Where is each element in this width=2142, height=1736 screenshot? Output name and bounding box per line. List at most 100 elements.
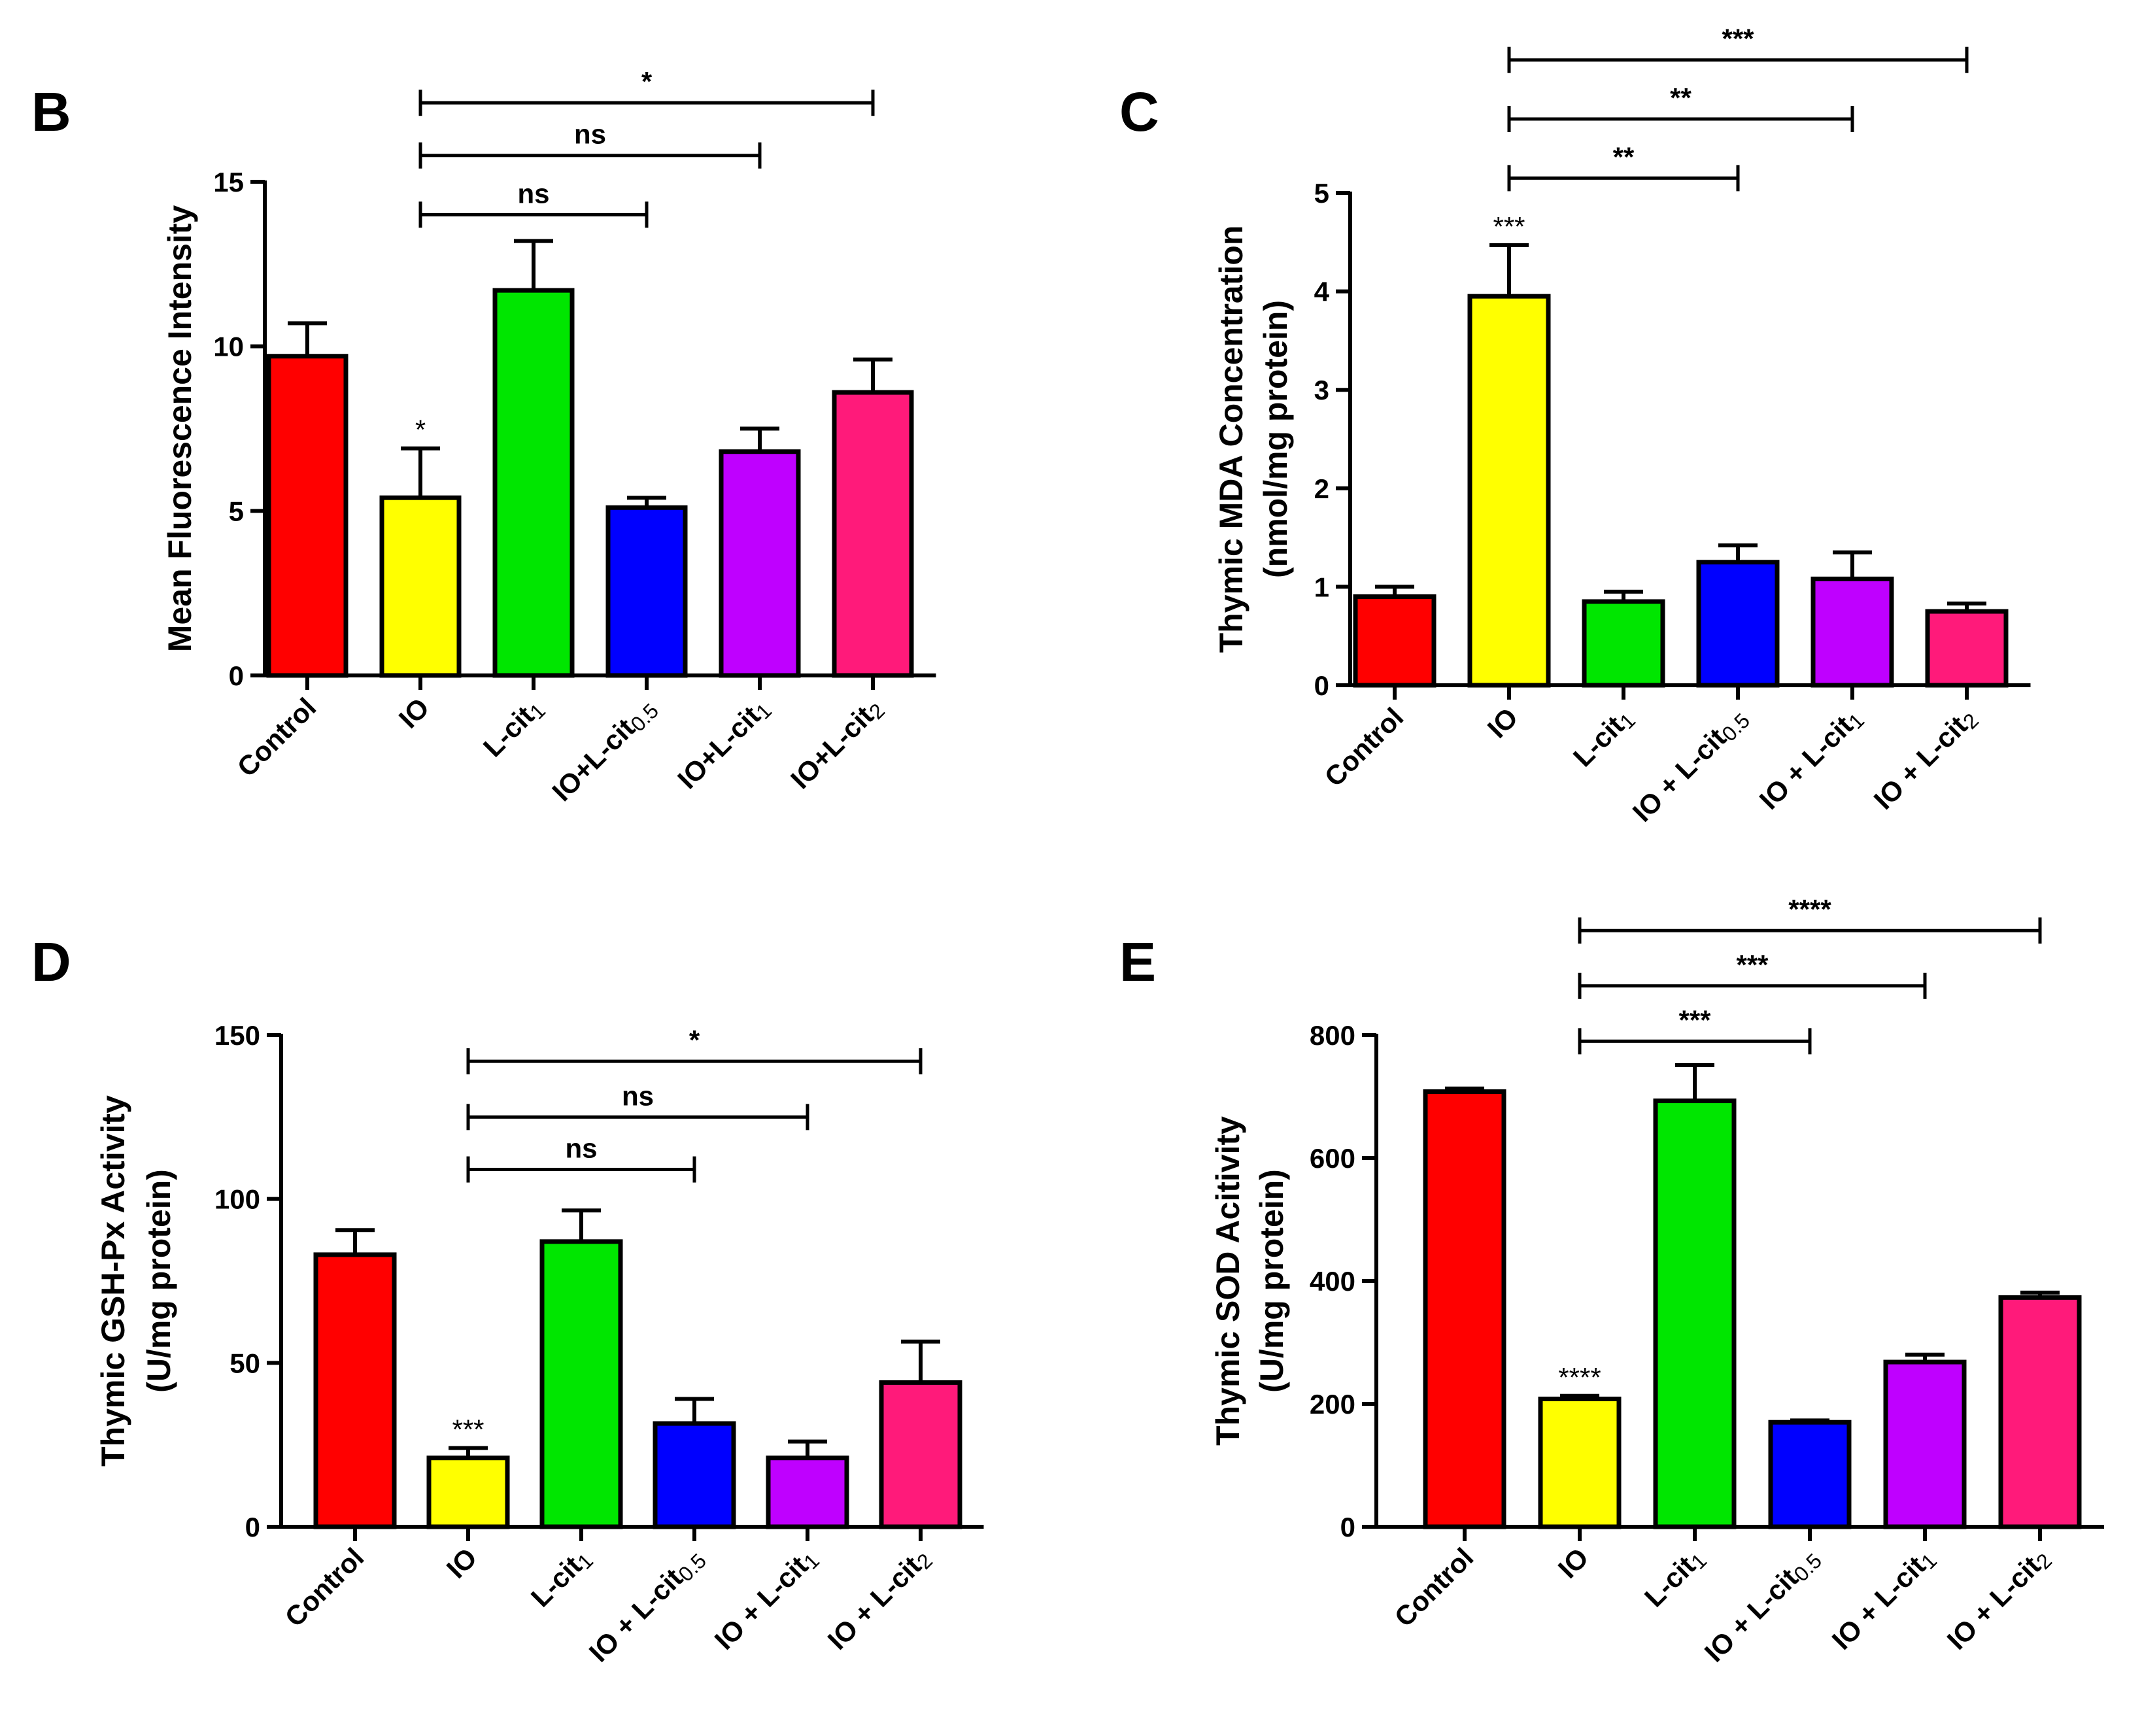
y-tick-label: 0 (1314, 670, 1329, 701)
x-category-main: IO + L-cit (1699, 1563, 1804, 1668)
panel-letter: C (1119, 81, 1159, 143)
comparison-label: ** (1670, 82, 1692, 113)
y-axis-title: Thymic GSH-Px Activity (95, 1095, 131, 1467)
y-tick-label: 5 (1314, 178, 1329, 209)
y-tick-label: 10 (213, 332, 244, 362)
bar (1998, 1295, 2082, 1529)
y-tick-label: 150 (214, 1020, 260, 1051)
bar (1538, 1396, 1622, 1529)
x-category-main: IO+L-cit (546, 713, 641, 808)
y-axis-subtitle: (nmol/mg protein) (1257, 300, 1294, 578)
comparison-label: ** (1613, 141, 1635, 172)
x-category-label: Control (279, 1542, 370, 1633)
bar (1423, 1089, 1506, 1529)
bar (313, 1252, 397, 1529)
comparison-label: *** (1678, 1004, 1711, 1035)
panel-d: D Thymic GSH-Px Activity (U/mg protein) 0 50… (31, 931, 984, 1669)
x-category-main: IO + L-cit (1826, 1550, 1931, 1656)
bar-significance: * (415, 415, 426, 445)
bar (719, 449, 801, 678)
y-tick-label: 2 (1314, 473, 1329, 504)
bar (1467, 294, 1551, 688)
x-category-main: IO+L-cit (672, 700, 766, 795)
x-category-label: IO + L-cit2 (1868, 702, 1984, 817)
bar (1353, 594, 1436, 688)
y-tick-label: 600 (1310, 1143, 1355, 1174)
panel-b: B Mean Fluorescence Intensity 0 5 10 15 Contro… (31, 66, 936, 809)
comparison-label: ns (622, 1080, 654, 1111)
x-category-main: IO + L-cit (822, 1550, 927, 1656)
panel-letter: D (31, 931, 71, 993)
x-category-label: IO + L-cit1 (1754, 702, 1869, 817)
x-category-main: IO + L-cit (709, 1550, 814, 1656)
x-category-main: IO + L-cit (583, 1563, 688, 1668)
x-category-label: IO + L-cit2 (822, 1542, 938, 1658)
comparison-label: **** (1788, 894, 1831, 925)
x-category-label: IO+L-cit1 (672, 692, 776, 796)
bar (1810, 576, 1894, 688)
y-tick-label: 0 (1340, 1512, 1355, 1542)
bar (879, 1380, 962, 1529)
x-category-label: IO + L-cit1 (1826, 1542, 1942, 1658)
x-category-label: IO (1552, 1542, 1595, 1584)
x-category-main: IO (441, 1542, 483, 1584)
y-tick-label: 0 (229, 660, 244, 691)
y-tick-label: 15 (213, 167, 244, 197)
x-category-label: L-cit1 (1639, 1542, 1711, 1614)
panel-c: C Thymic MDA Concentration (nmol/mg protei… (1119, 24, 2031, 829)
y-tick-label: 800 (1310, 1020, 1355, 1051)
x-category-label: IO + L-cit0.5 (583, 1542, 711, 1669)
x-category-main: IO (393, 692, 435, 734)
x-category-label: L-cit1 (477, 692, 550, 764)
bar (1582, 599, 1665, 688)
bar (1925, 609, 2009, 688)
y-axis-subtitle: (U/mg protein) (1253, 1169, 1290, 1393)
comparison-label: *** (1722, 24, 1754, 54)
x-category-label: IO + L-cit0.5 (1699, 1542, 1826, 1669)
bar (653, 1421, 736, 1529)
bar (266, 354, 348, 678)
y-tick-label: 400 (1310, 1266, 1355, 1297)
comparison-label: ns (517, 178, 549, 209)
bar-significance: **** (1558, 1362, 1601, 1393)
y-tick-label: 200 (1310, 1389, 1355, 1420)
x-category-label: Control (231, 692, 322, 783)
x-category-main: IO + L-cit (1627, 723, 1732, 828)
x-category-main: IO+L-cit (785, 700, 879, 795)
bar (539, 1239, 623, 1529)
bar-significance: *** (452, 1414, 484, 1445)
bar (605, 505, 688, 678)
x-category-main: Control (279, 1542, 370, 1633)
x-category-main: IO + L-cit (1868, 710, 1973, 815)
x-category-label: IO (393, 692, 435, 734)
x-category-main: IO + L-cit (1941, 1550, 2047, 1656)
x-category-label: Control (1389, 1542, 1480, 1633)
comparison-label: ns (565, 1133, 597, 1164)
y-tick-label: 1 (1314, 571, 1329, 602)
x-category-main: Control (231, 692, 322, 783)
x-category-label: IO+L-cit2 (785, 692, 889, 796)
bar (1653, 1098, 1737, 1529)
panel-letter: E (1119, 931, 1156, 993)
comparison-label: * (689, 1025, 700, 1055)
x-category-label: L-cit1 (525, 1542, 598, 1614)
bar-significance: *** (1493, 211, 1525, 242)
bar (1696, 560, 1780, 688)
x-category-label: IO + L-cit0.5 (1627, 702, 1754, 829)
comparison-label: ns (574, 119, 606, 150)
x-category-label: IO+L-cit0.5 (546, 692, 663, 809)
bar (1768, 1420, 1852, 1529)
y-axis-title: Mean Fluorescence Intensity (162, 205, 198, 653)
y-tick-label: 3 (1314, 375, 1329, 405)
bar (426, 1455, 510, 1529)
bar (832, 390, 914, 678)
y-tick-label: 100 (214, 1184, 260, 1215)
x-category-main: IO (1482, 702, 1524, 744)
bar (379, 495, 462, 678)
y-tick-label: 5 (229, 496, 244, 526)
x-category-main: IO + L-cit (1754, 710, 1859, 815)
bar (766, 1455, 849, 1529)
comparison-label: * (641, 66, 653, 97)
bar (1883, 1359, 1967, 1529)
